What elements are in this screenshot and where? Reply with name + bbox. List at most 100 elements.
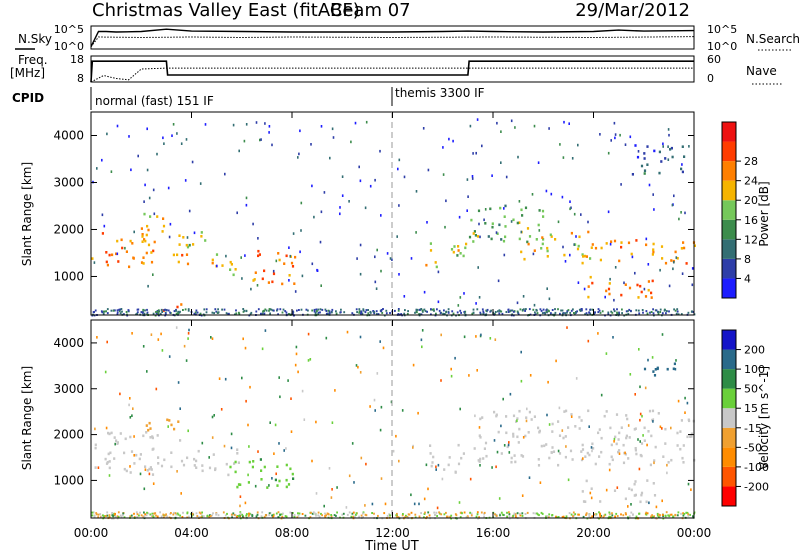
scatter-cell xyxy=(211,337,214,340)
scatter-cell xyxy=(152,482,155,485)
scatter-cell xyxy=(237,483,241,486)
scatter-cell xyxy=(545,515,547,518)
scatter-cell xyxy=(471,177,474,180)
scatter-cell xyxy=(403,175,406,179)
scatter-cell xyxy=(673,308,675,311)
scatter-cell xyxy=(216,311,219,314)
scatter-cell xyxy=(672,515,674,518)
colorbar-swatch xyxy=(722,278,736,298)
scatter-cell xyxy=(258,253,261,256)
scatter-cell xyxy=(582,255,585,258)
scatter-cell xyxy=(217,308,219,311)
scatter-cell xyxy=(313,308,316,311)
scatter-cell xyxy=(414,516,417,519)
scatter-cell xyxy=(477,209,481,213)
scatter-cell xyxy=(445,310,448,313)
scatter-cell xyxy=(426,221,428,224)
scatter-cell xyxy=(535,238,538,241)
scatter-cell xyxy=(682,444,685,447)
scatter-cell xyxy=(317,308,320,311)
scatter-cell xyxy=(362,512,364,515)
scatter-cell xyxy=(622,461,626,465)
scatter-cell xyxy=(501,513,504,516)
scatter-cell xyxy=(355,512,358,515)
scatter-cell xyxy=(557,449,560,453)
scatter-cell xyxy=(569,200,571,203)
scatter-cell xyxy=(532,252,535,256)
scatter-cell xyxy=(531,193,534,196)
scatter-cell xyxy=(423,513,426,515)
scatter-cell xyxy=(661,257,664,260)
scatter-cell xyxy=(289,254,292,258)
scatter-cell xyxy=(536,309,538,312)
velocity-ylabel: Slant Range [km] xyxy=(20,366,34,470)
scatter-cell xyxy=(462,254,465,258)
scatter-cell xyxy=(618,259,621,263)
scatter-cell xyxy=(635,515,638,518)
scatter-cell xyxy=(176,470,178,473)
scatter-cell xyxy=(97,466,100,469)
scatter-cell xyxy=(459,511,462,514)
scatter-cell xyxy=(621,312,623,315)
scatter-cell xyxy=(211,261,214,265)
scatter-cell xyxy=(152,312,155,315)
scatter-cell xyxy=(684,411,686,414)
scatter-cell xyxy=(102,514,104,517)
scatter-region xyxy=(582,239,696,265)
scatter-cell xyxy=(241,277,243,280)
scatter-cell xyxy=(510,456,513,460)
scatter-cell xyxy=(450,374,453,378)
scatter-cell xyxy=(664,442,667,445)
scatter-cell xyxy=(476,511,479,514)
scatter-cell xyxy=(245,310,248,313)
scatter-cell xyxy=(581,253,584,256)
scatter-cell xyxy=(111,512,113,514)
scatter-cell xyxy=(605,352,608,355)
scatter-cell xyxy=(613,298,615,302)
scatter-cell xyxy=(594,514,597,517)
scatter-cell xyxy=(444,225,446,229)
scatter-cell xyxy=(484,208,487,211)
scatter-cell xyxy=(380,310,383,313)
scatter-cell xyxy=(195,459,198,463)
scatter-cell xyxy=(640,164,644,168)
scatter-cell xyxy=(547,380,549,384)
scatter-cell xyxy=(186,511,189,514)
scatter-cell xyxy=(311,309,314,312)
scatter-cell xyxy=(359,272,362,276)
scatter-region xyxy=(141,212,166,238)
scatter-cell xyxy=(512,218,515,222)
scatter-cell xyxy=(686,511,689,514)
scatter-cell xyxy=(129,416,132,419)
scatter-cell xyxy=(611,458,614,462)
scatter-cell xyxy=(339,206,341,209)
scatter-cell xyxy=(142,515,145,518)
scatter-cell xyxy=(546,287,548,290)
scatter-cell xyxy=(668,284,671,288)
scatter-cell xyxy=(478,460,481,463)
scatter-cell xyxy=(648,501,650,505)
scatter-cell xyxy=(516,417,519,420)
scatter-cell xyxy=(580,450,583,453)
scatter-cell xyxy=(650,291,653,295)
scatter-cell xyxy=(557,516,560,518)
scatter-cell xyxy=(278,479,281,483)
scatter-cell xyxy=(544,312,546,315)
scatter-cell xyxy=(245,203,248,207)
scatter-cell xyxy=(528,476,531,479)
scatter-region xyxy=(587,275,654,299)
scatter-cell xyxy=(459,516,462,519)
scatter-cell xyxy=(518,237,521,241)
scatter-cell xyxy=(457,304,460,307)
scatter-cell xyxy=(105,260,108,264)
scatter-cell xyxy=(119,432,122,435)
scatter-cell xyxy=(586,451,589,455)
scatter-cell xyxy=(181,253,184,257)
scatter-cell xyxy=(680,247,683,250)
scatter-cell xyxy=(212,453,215,456)
scatter-cell xyxy=(287,483,291,486)
scatter-cell xyxy=(346,513,349,516)
scatter-cell xyxy=(318,515,321,518)
